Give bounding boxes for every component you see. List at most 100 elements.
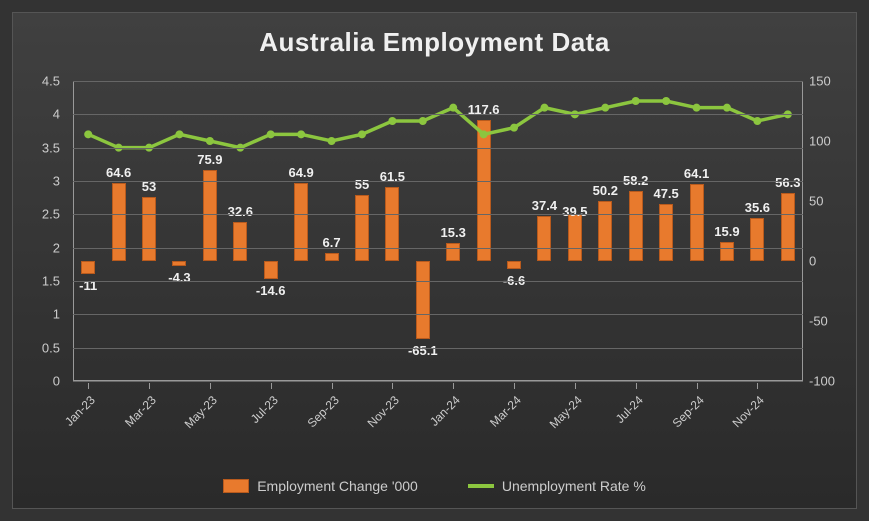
y-left-tick: 0 (53, 374, 60, 389)
bar-data-label: -14.6 (256, 283, 286, 298)
y-left-tick: 1 (53, 307, 60, 322)
grid-line (73, 181, 803, 182)
y-right-tick: 50 (809, 194, 823, 209)
plot-area: -1164.653-4.375.932.6-14.664.96.75561.5-… (73, 81, 803, 381)
line-marker (388, 117, 396, 125)
x-tick-mark (149, 383, 150, 389)
x-tick-mark (392, 383, 393, 389)
y-right-tick: -50 (809, 314, 828, 329)
y-left-tick: 3.5 (42, 140, 60, 155)
x-tick: Mar-23 (122, 393, 159, 430)
line-marker (693, 104, 701, 112)
y-left-tick: 4 (53, 107, 60, 122)
y-left-tick: 3 (53, 174, 60, 189)
y-left-tick: 1.5 (42, 274, 60, 289)
bar-data-label: -65.1 (408, 343, 438, 358)
bar-data-label: -4.3 (168, 270, 190, 285)
bar-data-label: 15.3 (441, 225, 466, 240)
bar-data-label: 37.4 (532, 198, 557, 213)
grid-line (73, 314, 803, 315)
x-tick-mark (332, 383, 333, 389)
grid-line (73, 214, 803, 215)
chart-container: Australia Employment Data 0 0.5 1 1.5 2 2.5 3 3… (12, 12, 857, 509)
line-layer (73, 81, 803, 381)
bar-data-label: 47.5 (653, 186, 678, 201)
legend-item-line: Unemployment Rate % (468, 478, 646, 494)
x-tick: May-23 (182, 393, 220, 431)
y-right-tick: 0 (809, 254, 816, 269)
x-tick: Sep-24 (669, 393, 706, 430)
bar-data-label: 32.6 (228, 204, 253, 219)
y-right-tick: 150 (809, 74, 831, 89)
y-right-tick: -100 (809, 374, 835, 389)
line-marker (419, 117, 427, 125)
line-marker (449, 104, 457, 112)
line-marker (206, 137, 214, 145)
line-marker (358, 130, 366, 138)
legend-label-line: Unemployment Rate % (502, 478, 646, 494)
bar-data-label: 56.3 (775, 175, 800, 190)
line-marker (632, 97, 640, 105)
y-axis-right: -100-50050100150 (801, 81, 856, 381)
y-axis-left: 00.511.522.533.544.5 (13, 81, 68, 381)
line-series (88, 101, 788, 148)
bar-data-label: 15.9 (714, 224, 739, 239)
bar-data-label: 35.6 (745, 200, 770, 215)
legend: Employment Change '000 Unemployment Rate… (13, 478, 856, 494)
bar-data-label: 75.9 (197, 152, 222, 167)
x-tick-mark (575, 383, 576, 389)
y-right-tick: 100 (809, 134, 831, 149)
line-marker (662, 97, 670, 105)
x-tick: Sep-23 (304, 393, 341, 430)
x-tick: Jul-24 (613, 393, 646, 426)
line-marker (480, 130, 488, 138)
x-tick: Nov-24 (730, 393, 767, 430)
legend-swatch-line (468, 484, 494, 488)
line-marker (84, 130, 92, 138)
y-left-tick: 4.5 (42, 74, 60, 89)
grid-line (73, 114, 803, 115)
line-marker (328, 137, 336, 145)
bar-data-label: 64.9 (288, 165, 313, 180)
bar-data-label: 55 (355, 177, 369, 192)
x-tick-mark (636, 383, 637, 389)
bar-data-label: 50.2 (593, 183, 618, 198)
line-marker (723, 104, 731, 112)
x-tick: Mar-24 (487, 393, 524, 430)
x-tick-mark (697, 383, 698, 389)
x-tick-mark (453, 383, 454, 389)
line-marker (753, 117, 761, 125)
y-left-tick: 0.5 (42, 340, 60, 355)
chart-title: Australia Employment Data (13, 27, 856, 58)
grid-line (73, 148, 803, 149)
bar-data-label: 64.1 (684, 166, 709, 181)
x-tick-mark (210, 383, 211, 389)
grid-line (73, 81, 803, 82)
y-left-tick: 2.5 (42, 207, 60, 222)
line-marker (510, 124, 518, 132)
line-marker (175, 130, 183, 138)
x-tick: Jan-23 (62, 393, 98, 429)
x-tick: May-24 (547, 393, 585, 431)
line-marker (267, 130, 275, 138)
bar-data-label: 39.5 (562, 204, 587, 219)
x-tick-mark (757, 383, 758, 389)
line-marker (297, 130, 305, 138)
bar-data-label: 64.6 (106, 165, 131, 180)
x-tick: Nov-23 (365, 393, 402, 430)
grid-line (73, 381, 803, 382)
x-tick: Jul-23 (248, 393, 281, 426)
line-marker (540, 104, 548, 112)
x-axis: Jan-23Mar-23May-23Jul-23Sep-23Nov-23Jan-… (73, 383, 803, 463)
grid-line (73, 248, 803, 249)
legend-label-bar: Employment Change '000 (257, 478, 418, 494)
x-tick-mark (88, 383, 89, 389)
x-tick-mark (271, 383, 272, 389)
grid-line (73, 348, 803, 349)
grid-line (73, 281, 803, 282)
legend-item-bar: Employment Change '000 (223, 478, 418, 494)
y-left-tick: 2 (53, 240, 60, 255)
x-tick-mark (514, 383, 515, 389)
legend-swatch-bar (223, 479, 249, 493)
x-tick: Jan-24 (427, 393, 463, 429)
